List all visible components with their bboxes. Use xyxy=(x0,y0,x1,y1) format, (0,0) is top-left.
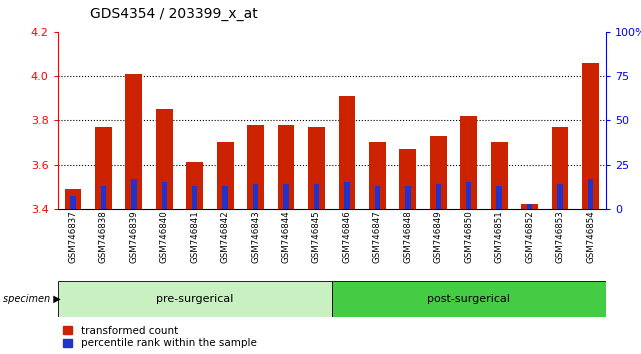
Text: pre-surgerical: pre-surgerical xyxy=(156,294,233,304)
Bar xyxy=(222,186,228,209)
Bar xyxy=(332,281,606,317)
Bar xyxy=(126,74,142,209)
Bar xyxy=(95,127,112,209)
Bar xyxy=(283,184,289,209)
Bar xyxy=(491,142,508,209)
Bar xyxy=(344,182,350,209)
Bar xyxy=(58,281,332,317)
Bar xyxy=(162,182,167,209)
Bar xyxy=(253,184,258,209)
Text: specimen ▶: specimen ▶ xyxy=(3,294,61,304)
Bar xyxy=(496,186,502,209)
Bar xyxy=(521,205,538,209)
Bar xyxy=(588,179,594,209)
Bar xyxy=(70,196,76,209)
Bar xyxy=(247,125,264,209)
Bar xyxy=(527,204,533,209)
Bar xyxy=(552,127,569,209)
Bar xyxy=(313,184,319,209)
Bar xyxy=(187,162,203,209)
Bar xyxy=(460,116,477,209)
Bar xyxy=(374,186,380,209)
Text: post-surgerical: post-surgerical xyxy=(428,294,510,304)
Bar xyxy=(430,136,447,209)
Legend: transformed count, percentile rank within the sample: transformed count, percentile rank withi… xyxy=(63,326,256,348)
Bar xyxy=(131,179,137,209)
Bar xyxy=(582,63,599,209)
Bar xyxy=(65,189,81,209)
Bar xyxy=(399,149,416,209)
Bar xyxy=(405,186,411,209)
Bar xyxy=(308,127,325,209)
Bar xyxy=(466,182,472,209)
Bar xyxy=(217,142,233,209)
Bar xyxy=(101,186,106,209)
Bar xyxy=(557,184,563,209)
Bar xyxy=(192,186,197,209)
Bar xyxy=(435,184,441,209)
Bar xyxy=(338,96,355,209)
Bar xyxy=(156,109,172,209)
Text: GDS4354 / 203399_x_at: GDS4354 / 203399_x_at xyxy=(90,7,258,21)
Bar xyxy=(278,125,294,209)
Bar xyxy=(369,142,386,209)
